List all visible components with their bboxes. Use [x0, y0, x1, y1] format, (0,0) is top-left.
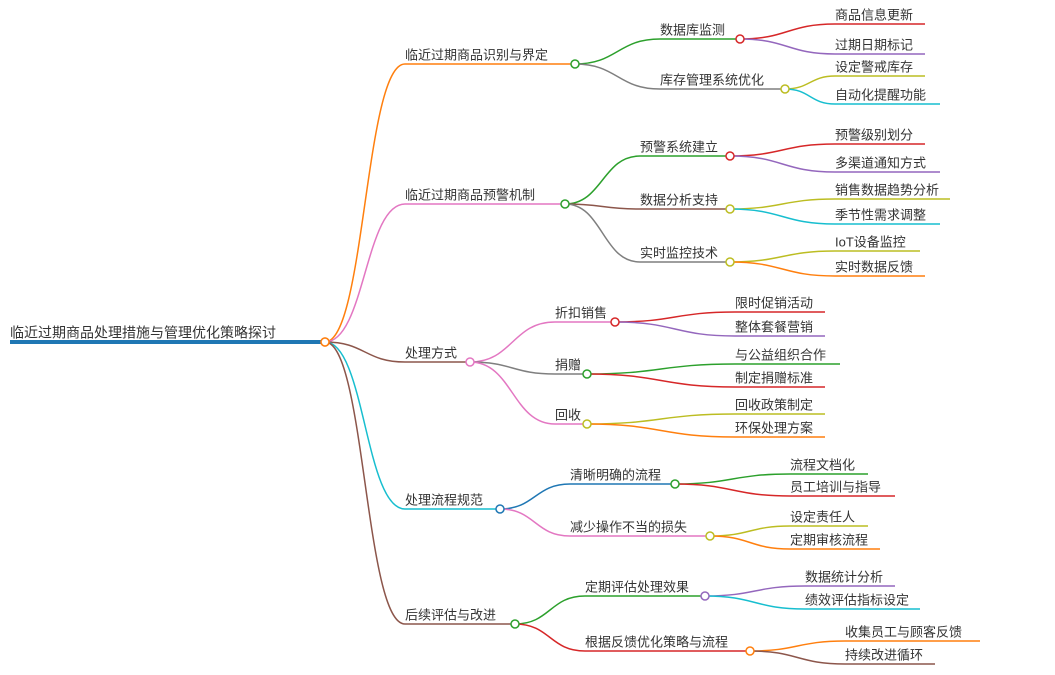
node-label: IoT设备监控 [835, 234, 906, 249]
node-label: 定期审核流程 [790, 532, 868, 547]
node-label: 与公益组织合作 [735, 347, 826, 362]
node-label: 制定捐赠标准 [735, 370, 813, 385]
node-label: 销售数据趋势分析 [835, 182, 939, 197]
node-label: 数据分析支持 [640, 192, 718, 207]
node-label: 实时数据反馈 [835, 259, 913, 274]
node-label: 环保处理方案 [735, 420, 813, 435]
node-label: 折扣销售 [555, 305, 607, 320]
node-label: 减少操作不当的损失 [570, 519, 687, 534]
node-label: 数据库监测 [660, 22, 725, 37]
node-label: 持续改进循环 [845, 647, 923, 662]
node-label: 实时监控技术 [640, 245, 718, 260]
node-label: 整体套餐营销 [735, 319, 813, 334]
node-label: 商品信息更新 [835, 7, 913, 22]
node-label: 处理方式 [405, 345, 457, 360]
node-label: 清晰明确的流程 [570, 467, 661, 482]
node-label: 临近过期商品预警机制 [405, 187, 535, 202]
node-label: 库存管理系统优化 [660, 72, 764, 87]
node-label: 处理流程规范 [405, 492, 483, 507]
node-label: 员工培训与指导 [790, 479, 881, 494]
node-label: 回收政策制定 [735, 397, 813, 412]
node-label: 数据统计分析 [805, 569, 883, 584]
node-label: 绩效评估指标设定 [805, 592, 909, 607]
node-label: 回收 [555, 407, 581, 422]
node-label: 收集员工与顾客反馈 [845, 624, 962, 639]
node-label: 捐赠 [555, 357, 581, 372]
node-label: 后续评估与改进 [405, 607, 496, 622]
node-label: 定期评估处理效果 [585, 579, 689, 594]
node-label: 设定警戒库存 [835, 59, 913, 74]
node-label: 根据反馈优化策略与流程 [585, 634, 728, 649]
node-label: 设定责任人 [790, 509, 855, 524]
mindmap-diagram: 临近过期商品处理措施与管理优化策略探讨 临近过期商品识别与界定 数据库监测 商品信息更… [0, 0, 1055, 675]
node-label: 自动化提醒功能 [835, 87, 926, 102]
root-node-label: 临近过期商品处理措施与管理优化策略探讨 [10, 325, 276, 341]
node-label: 过期日期标记 [835, 37, 913, 52]
node-label: 临近过期商品识别与界定 [405, 47, 548, 62]
node-label: 多渠道通知方式 [835, 155, 926, 170]
node-label: 预警系统建立 [640, 139, 718, 154]
node-label: 预警级别划分 [835, 127, 913, 142]
node-label: 流程文档化 [790, 457, 855, 472]
node-label: 季节性需求调整 [835, 207, 926, 222]
node-label: 限时促销活动 [735, 295, 813, 310]
